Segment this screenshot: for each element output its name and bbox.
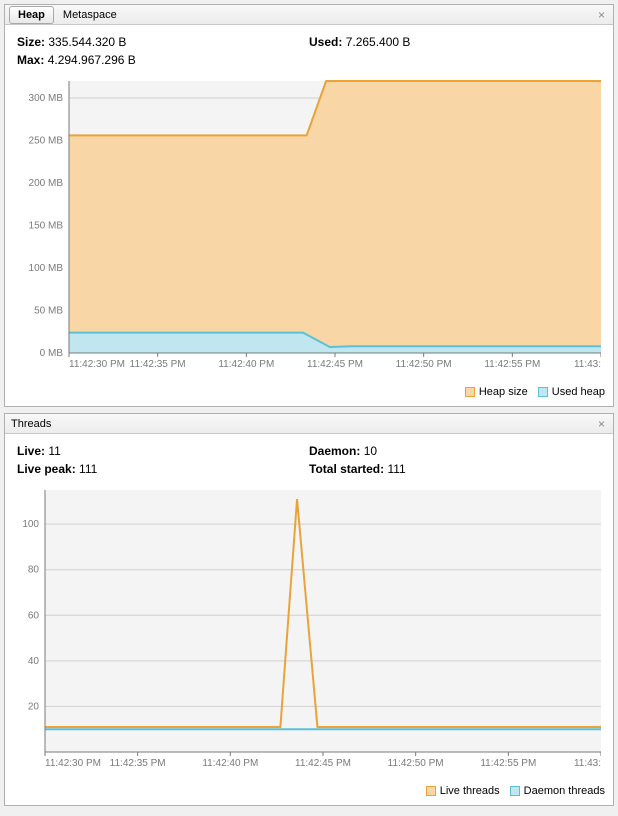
legend-item: Used heap [538, 386, 605, 398]
svg-text:11:42:35 PM: 11:42:35 PM [130, 359, 186, 370]
stat-used: Used: 7.265.400 B [309, 33, 601, 51]
threads-chart-svg: 20 40 60 80 100 11:42:30 PM 11:42:35 PM 11:42:4… [5, 482, 601, 777]
svg-text:11:42:50 PM: 11:42:50 PM [388, 758, 444, 769]
heap-legend: Heap size Used heap [5, 384, 613, 406]
svg-text:11:42:45 PM: 11:42:45 PM [307, 359, 363, 370]
stat-max: Max: 4.294.967.296 B [17, 51, 309, 69]
svg-text:11:42:50 PM: 11:42:50 PM [396, 359, 452, 370]
legend-item: Live threads [426, 785, 500, 797]
svg-text:80: 80 [28, 565, 40, 576]
heap-panel: Heap Metaspace × Size: 335.544.320 B Max… [4, 4, 614, 407]
svg-text:11:43:: 11:43: [574, 758, 601, 769]
threads-legend: Live threads Daemon threads [5, 783, 613, 805]
stat-max-value: 4.294.967.296 B [48, 53, 136, 67]
svg-text:40: 40 [28, 656, 40, 667]
legend-label: Heap size [479, 386, 528, 398]
stat-daemon-label: Daemon: [309, 444, 360, 458]
stat-used-label: Used: [309, 35, 342, 49]
legend-label: Used heap [552, 386, 605, 398]
heap-chart-svg: 0 MB 50 MB 100 MB 150 MB 200 MB 250 MB 300 MB 1… [5, 73, 601, 378]
stat-max-label: Max: [17, 53, 44, 67]
heap-panel-header: Heap Metaspace × [5, 5, 613, 25]
legend-swatch [510, 786, 520, 796]
svg-text:11:42:30 PM: 11:42:30 PM [45, 758, 101, 769]
svg-text:11:42:55 PM: 11:42:55 PM [484, 359, 540, 370]
stat-livepeak: Live peak: 111 [17, 460, 309, 478]
stat-live: Live: 11 [17, 442, 309, 460]
legend-item: Daemon threads [510, 785, 605, 797]
stat-livepeak-value: 111 [79, 462, 97, 476]
svg-text:11:42:40 PM: 11:42:40 PM [202, 758, 258, 769]
stat-size-value: 335.544.320 B [48, 35, 126, 49]
svg-text:0 MB: 0 MB [40, 348, 64, 359]
legend-swatch [426, 786, 436, 796]
stat-size-label: Size: [17, 35, 45, 49]
stat-total-value: 111 [387, 462, 405, 476]
threads-stats: Live: 11 Live peak: 111 Daemon: 10 Total… [5, 434, 613, 482]
heap-chart: 0 MB 50 MB 100 MB 150 MB 200 MB 250 MB 300 MB 1… [5, 73, 613, 384]
stat-livepeak-label: Live peak: [17, 462, 76, 476]
stat-live-label: Live: [17, 444, 45, 458]
tab-heap[interactable]: Heap [9, 6, 54, 24]
threads-title: Threads [9, 418, 51, 430]
threads-panel: Threads × Live: 11 Live peak: 111 Daemon… [4, 413, 614, 806]
svg-text:200 MB: 200 MB [29, 178, 64, 189]
svg-text:11:42:30 PM: 11:42:30 PM [69, 359, 125, 370]
svg-text:150 MB: 150 MB [29, 221, 64, 232]
svg-text:50 MB: 50 MB [34, 306, 63, 317]
svg-text:11:42:40 PM: 11:42:40 PM [218, 359, 274, 370]
svg-text:11:43:: 11:43: [574, 359, 601, 370]
svg-text:300 MB: 300 MB [29, 93, 64, 104]
threads-chart: 20 40 60 80 100 11:42:30 PM 11:42:35 PM 11:42:4… [5, 482, 613, 783]
svg-text:60: 60 [28, 610, 40, 621]
legend-label: Daemon threads [524, 785, 605, 797]
legend-swatch [465, 387, 475, 397]
stat-live-value: 11 [48, 444, 60, 458]
stat-daemon: Daemon: 10 [309, 442, 601, 460]
stat-daemon-value: 10 [364, 444, 377, 458]
svg-text:11:42:35 PM: 11:42:35 PM [110, 758, 166, 769]
tab-metaspace[interactable]: Metaspace [54, 6, 126, 24]
stat-total-label: Total started: [309, 462, 384, 476]
legend-swatch [538, 387, 548, 397]
svg-text:250 MB: 250 MB [29, 136, 64, 147]
stat-size: Size: 335.544.320 B [17, 33, 309, 51]
svg-text:100 MB: 100 MB [29, 263, 64, 274]
close-icon[interactable]: × [594, 8, 609, 22]
stat-used-value: 7.265.400 B [346, 35, 411, 49]
stat-total: Total started: 111 [309, 460, 601, 478]
threads-panel-header: Threads × [5, 414, 613, 434]
heap-stats: Size: 335.544.320 B Max: 4.294.967.296 B… [5, 25, 613, 73]
svg-text:11:42:55 PM: 11:42:55 PM [480, 758, 536, 769]
svg-text:100: 100 [22, 519, 39, 530]
legend-item: Heap size [465, 386, 528, 398]
legend-label: Live threads [440, 785, 500, 797]
close-icon[interactable]: × [594, 417, 609, 431]
svg-text:20: 20 [28, 701, 40, 712]
svg-text:11:42:45 PM: 11:42:45 PM [295, 758, 351, 769]
